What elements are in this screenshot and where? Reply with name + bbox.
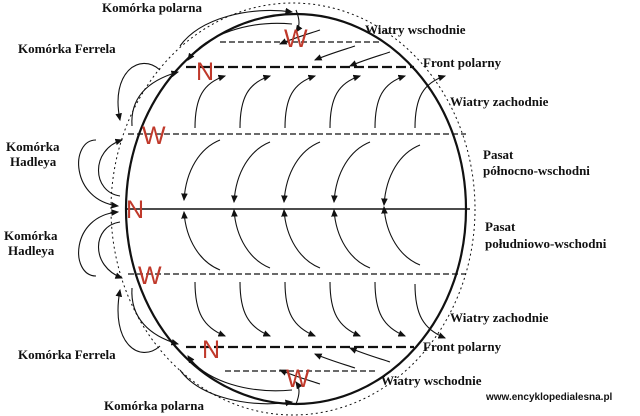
westerly-arrow-south-0	[194, 281, 227, 337]
label-trade-ne-line1: Pasat	[483, 147, 514, 162]
label-hadley-cell-north-line2: Hadleya	[10, 154, 57, 169]
label-trade-se-line2: południowo-wschodni	[485, 236, 607, 251]
label-polar-front-south: Front polarny	[423, 339, 502, 354]
trade-arrow-ne-0	[181, 139, 221, 202]
westerly-arrow-south-3	[329, 281, 362, 337]
trade-arrow-se-4	[381, 205, 421, 266]
polar-cell-loop-south	[179, 369, 294, 407]
easterly-arrow-south-1	[313, 353, 356, 369]
hadley-cell-loop-north	[78, 139, 120, 209]
trade-arrow-ne-1	[231, 141, 271, 204]
ferrel-cell-loop-south	[115, 288, 161, 353]
trade-arrow-se-3	[331, 208, 371, 269]
label-polar-cell-south: Komórka polarna	[104, 398, 205, 413]
source-credit: www.encyklopedialesna.pl	[485, 392, 613, 403]
easterly-arrow-south-0	[278, 369, 321, 385]
label-westerlies-north: Wiatry zachodnie	[450, 94, 549, 109]
trade-arrow-se-0	[181, 210, 221, 271]
pressure-high-south-pole: W	[286, 365, 310, 393]
label-trade-se-line1: Pasat	[485, 219, 516, 234]
easterly-arrow-north-1	[313, 45, 356, 61]
westerly-arrow-north-0	[194, 74, 227, 129]
outer-circulation-outline	[110, 2, 476, 416]
label-polar-cell-north: Komórka polarna	[102, 0, 203, 15]
label-trade-ne-line2: północno-wschodni	[483, 163, 590, 178]
label-hadley-cell-south-line1: Komórka	[4, 228, 58, 243]
pressure-high-north-pole: W	[284, 25, 308, 53]
polar-cell-return-north	[187, 22, 293, 61]
label-westerlies-south: Wiatry zachodnie	[450, 310, 549, 325]
polar-cell-return-south	[187, 355, 293, 392]
trade-arrow-ne-2	[281, 141, 321, 204]
polar-cell-loop-north-right	[295, 9, 303, 33]
trade-arrow-ne-4	[381, 144, 421, 207]
pressure-low-south-60: N	[202, 336, 220, 364]
westerly-arrow-north-5	[414, 74, 447, 129]
label-ferrel-cell-south: Komórka Ferrela	[18, 347, 116, 362]
label-easterlies-south: Wiatry wschodnie	[381, 373, 482, 388]
pressure-high-north-30: W	[142, 122, 166, 150]
pressure-markers: W N W N W N W	[126, 25, 310, 393]
trade-arrow-ne-3	[331, 141, 371, 204]
westerly-arrow-south-1	[239, 281, 272, 337]
hadley-cell-loop-south	[78, 209, 120, 277]
label-easterlies-north: Wiatry wschodnie	[365, 22, 466, 37]
label-ferrel-cell-north: Komórka Ferrela	[18, 41, 116, 56]
easterly-arrow-north-0	[278, 29, 321, 45]
pressure-low-equator: N	[126, 196, 144, 224]
westerly-arrow-north-2	[284, 74, 317, 129]
easterly-arrow-south-2	[348, 347, 391, 363]
label-polar-front-north: Front polarny	[423, 55, 502, 70]
westerly-arrow-north-3	[329, 74, 362, 129]
hadley-cell-return-north	[98, 138, 124, 197]
pressure-low-north-60: N	[196, 58, 214, 86]
cell-loops	[78, 7, 303, 407]
westerly-arrow-south-4	[374, 281, 407, 337]
westerly-arrow-north-1	[239, 74, 272, 129]
cell-labels: Komórka polarna Komórka Ferrela Komórka …	[4, 0, 205, 413]
westerly-arrow-south-2	[284, 281, 317, 337]
ferrel-cell-loop-north	[115, 63, 161, 122]
westerly-arrow-south-5	[414, 283, 447, 339]
pressure-high-south-30: W	[138, 262, 162, 290]
westerly-arrow-north-4	[374, 74, 407, 129]
trade-arrow-se-1	[231, 208, 271, 269]
hadley-cell-return-south	[98, 221, 124, 279]
surface-wind-arrows	[181, 29, 447, 385]
polar-cell-loop-north	[179, 7, 294, 47]
wind-labels: Wiatry wschodnie Front polarny Wiatry za…	[365, 22, 607, 388]
label-hadley-cell-south-line2: Hadleya	[8, 243, 55, 258]
ferrel-cell-return-south	[131, 287, 180, 346]
ferrel-cell-return-north	[131, 70, 180, 127]
easterly-arrow-north-2	[348, 51, 391, 67]
trade-arrow-se-2	[281, 208, 321, 269]
polar-cell-loop-south-right	[295, 381, 303, 405]
label-hadley-cell-north-line1: Komórka	[6, 139, 60, 154]
